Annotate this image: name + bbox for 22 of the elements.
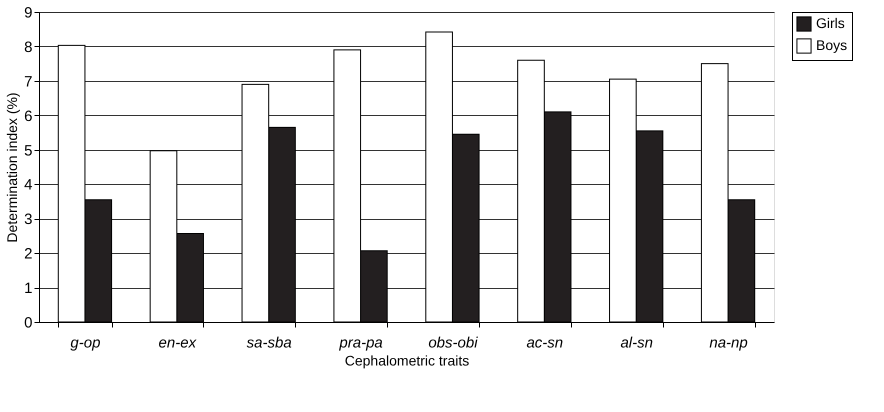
x-tick-label: al-sn [620, 334, 653, 352]
x-axis-title: Cephalometric traits [344, 352, 470, 368]
y-tick-label: 1 [24, 280, 32, 298]
y-tick-label: 8 [24, 38, 32, 56]
y-tick-label: 2 [24, 246, 32, 263]
y-axis-title: Determination index (%) [4, 92, 20, 243]
y-tick-label: 9 [24, 4, 32, 22]
x-tick-label: obs-obi [428, 334, 478, 352]
y-tick-label: 0 [24, 314, 32, 332]
legend-label: Girls [816, 15, 845, 31]
x-tick-label: pra-pa [338, 334, 383, 352]
y-tick-label: 3 [24, 211, 32, 228]
x-tick-label: ac-sn [526, 334, 564, 352]
x-tick-label: en-ex [158, 334, 197, 352]
x-tick-label: sa-sba [246, 334, 292, 352]
y-tick-label: 4 [24, 176, 32, 194]
y-tick-label: 6 [24, 108, 32, 125]
x-tick-label: na-np [709, 334, 748, 352]
y-tick-label: 5 [24, 142, 32, 160]
x-tick-label: g-op [70, 334, 100, 352]
legend-label: Boys [816, 37, 848, 53]
y-tick-label: 7 [24, 73, 32, 90]
